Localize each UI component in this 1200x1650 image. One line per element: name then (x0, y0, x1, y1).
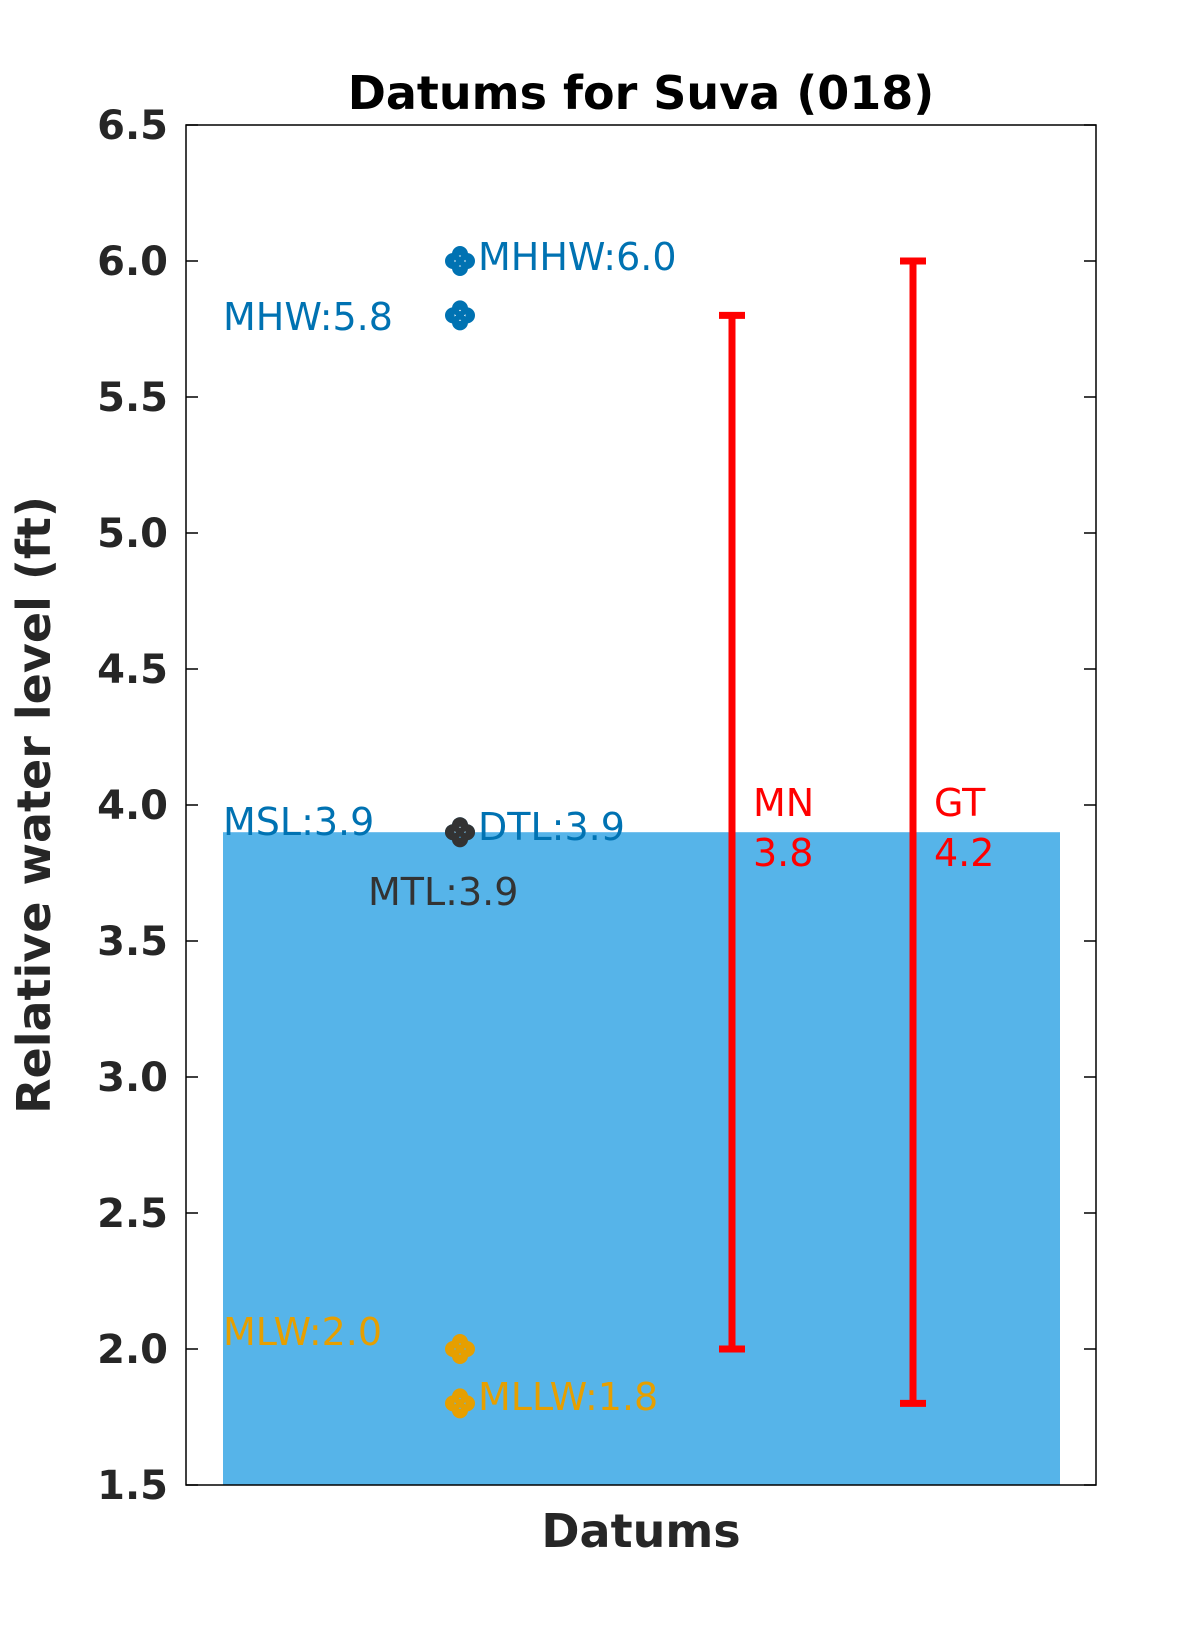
y-tick-label: 3.0 (97, 1055, 168, 1101)
range-value-label: 3.8 (753, 831, 813, 875)
datum-label-mhw: MHW:5.8 (223, 295, 393, 339)
y-tick-label: 6.5 (97, 103, 168, 149)
datum-label-mhhw: MHHW:6.0 (478, 235, 677, 279)
background-fill (223, 832, 1060, 1485)
marker-mhhw (445, 246, 475, 276)
marker-mllw (445, 1388, 475, 1419)
y-tick-labels: 1.5 2.0 2.5 3.0 3.5 4.0 4.5 5.0 5.5 6.0 6.5 (97, 103, 168, 1509)
chart-title: Datums for Suva (018) (348, 66, 935, 120)
y-axis-label: Relative water level (ft) (7, 496, 61, 1114)
y-tick-label: 4.0 (97, 783, 168, 829)
y-tick-label: 4.5 (97, 647, 168, 693)
marker-mtl (445, 817, 475, 848)
y-tick-label: 5.5 (97, 375, 168, 421)
plot-frame (185, 124, 1097, 1486)
datum-label-msl: MSL:3.9 (223, 800, 374, 844)
datum-label-mtl: MTL:3.9 (368, 870, 518, 914)
y-tick-label: 2.5 (97, 1191, 168, 1237)
datum-label-dtl: DTL:3.9 (478, 805, 625, 849)
datum-label-mlw: MLW:2.0 (223, 1310, 382, 1354)
range-name-label: GT (934, 781, 986, 825)
range-name-label: MN (753, 781, 814, 825)
range-value-label: 4.2 (934, 831, 994, 875)
datum-label-mllw: MLLW:1.8 (478, 1375, 658, 1419)
marker-mlw (445, 1334, 475, 1364)
y-tick-label: 1.5 (97, 1463, 168, 1509)
y-tick-label: 6.0 (97, 239, 168, 285)
y-tick-label: 3.5 (97, 919, 168, 965)
range-bars: MN 3.8 GT 4.2 (719, 257, 994, 1407)
datum-markers (445, 246, 475, 1419)
y-tick-label: 2.0 (97, 1327, 168, 1373)
y-tick-label: 5.0 (97, 511, 168, 557)
datum-labels: MHHW:6.0 MHW:5.8 MSL:3.9 DTL:3.9 MTL:3.9 MLW:… (223, 235, 677, 1419)
x-axis-label: Datums (541, 1504, 740, 1558)
marker-mhw (445, 300, 475, 331)
